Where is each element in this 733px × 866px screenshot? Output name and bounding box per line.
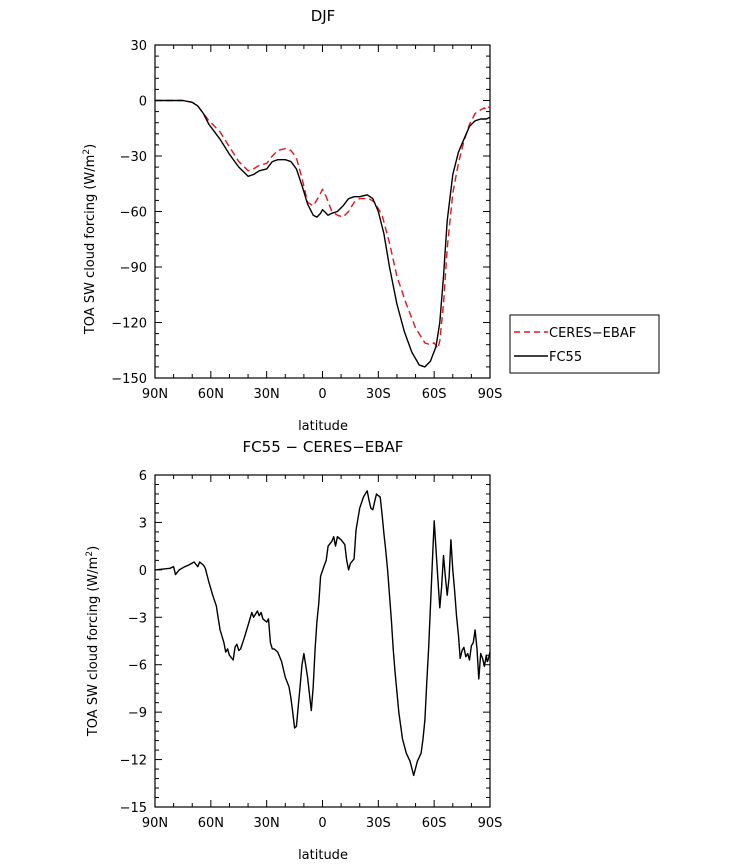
series-line-fc55: [155, 99, 491, 368]
y-tick-label: −120: [111, 317, 147, 332]
x-tick-label: 60S: [422, 816, 447, 831]
x-tick-label: 0: [318, 387, 326, 402]
y-axis-label-sup: 2: [82, 149, 92, 155]
y-axis-label-close: ): [86, 546, 101, 551]
y-tick-label: 30: [130, 39, 147, 54]
bottom-panel-difference: FC55 − CERES−EBAF TOA SW cloud forcing (…: [85, 438, 502, 863]
x-tick-label: 90S: [478, 816, 503, 831]
plot-area: 90N 60N 30N 0 30S 60S 90S 30 0 −30 −60 −90 −120 −150: [111, 39, 502, 402]
y-tick-label: −30: [120, 150, 147, 165]
y-tick-label: −12: [120, 754, 147, 769]
plot-area: 90N 60N 30N 0 30S 60S 90S 6 3 0 −3 −6 −9 −12 −15: [120, 469, 503, 831]
x-tick-label: 60N: [198, 387, 224, 402]
svg-text:TOA SW cloud forcing (W/m2): TOA SW cloud forcing (W/m2): [85, 546, 101, 737]
x-tick-label: 90S: [478, 387, 503, 402]
legend: CERES−EBAF FC55: [509, 314, 660, 374]
series-line-fc55: [154, 490, 491, 777]
y-axis-label-close: ): [83, 144, 98, 149]
y-axis-label: TOA SW cloud forcing (W/m2): [82, 144, 98, 335]
svg-text:TOA SW cloud forcing (W/m2): TOA SW cloud forcing (W/m2): [82, 144, 98, 335]
plot-frame: [154, 474, 491, 808]
x-tick-label: 60N: [198, 816, 224, 831]
x-tick-label: 30S: [366, 816, 391, 831]
y-tick-label: 0: [139, 95, 147, 110]
y-tick-label: −6: [128, 659, 147, 674]
y-tick-label: −90: [120, 261, 147, 276]
y-tick-label: −9: [128, 706, 147, 721]
y-tick-label: −15: [120, 801, 147, 816]
y-tick-label: 0: [139, 564, 147, 579]
x-tick-label: 30N: [254, 387, 280, 402]
legend-label-fc55: FC55: [549, 350, 582, 365]
chart-title: FC55 − CERES−EBAF: [243, 438, 404, 456]
y-tick-label: −3: [128, 611, 147, 626]
x-tick-label: 30N: [254, 816, 280, 831]
y-tick-label: 6: [139, 469, 147, 484]
x-tick-label: 30S: [366, 387, 391, 402]
legend-label-ceres-ebaf: CERES−EBAF: [549, 326, 636, 341]
x-tick-label: 90N: [142, 816, 168, 831]
y-tick-label: 3: [139, 516, 147, 531]
x-axis-label: latitude: [298, 419, 348, 434]
series-line-ceres-ebaf: [155, 99, 491, 350]
x-tick-label: 90N: [142, 387, 168, 402]
x-tick-label: 0: [318, 816, 326, 831]
top-panel-djf: DJF TOA SW cloud forcing (W/m2) latitude…: [82, 7, 660, 434]
y-tick-label: −60: [120, 206, 147, 221]
y-axis-label-text: TOA SW cloud forcing (W/m: [86, 557, 101, 738]
legend-box: [509, 314, 660, 374]
plot-frame: [154, 44, 491, 379]
x-axis-label: latitude: [298, 848, 348, 863]
y-axis-label: TOA SW cloud forcing (W/m2): [85, 546, 101, 737]
y-tick-label: −150: [111, 372, 147, 387]
chart-title: DJF: [311, 7, 336, 25]
y-axis-label-sup: 2: [85, 551, 95, 557]
y-axis-label-text: TOA SW cloud forcing (W/m: [83, 155, 98, 336]
x-tick-label: 60S: [422, 387, 447, 402]
